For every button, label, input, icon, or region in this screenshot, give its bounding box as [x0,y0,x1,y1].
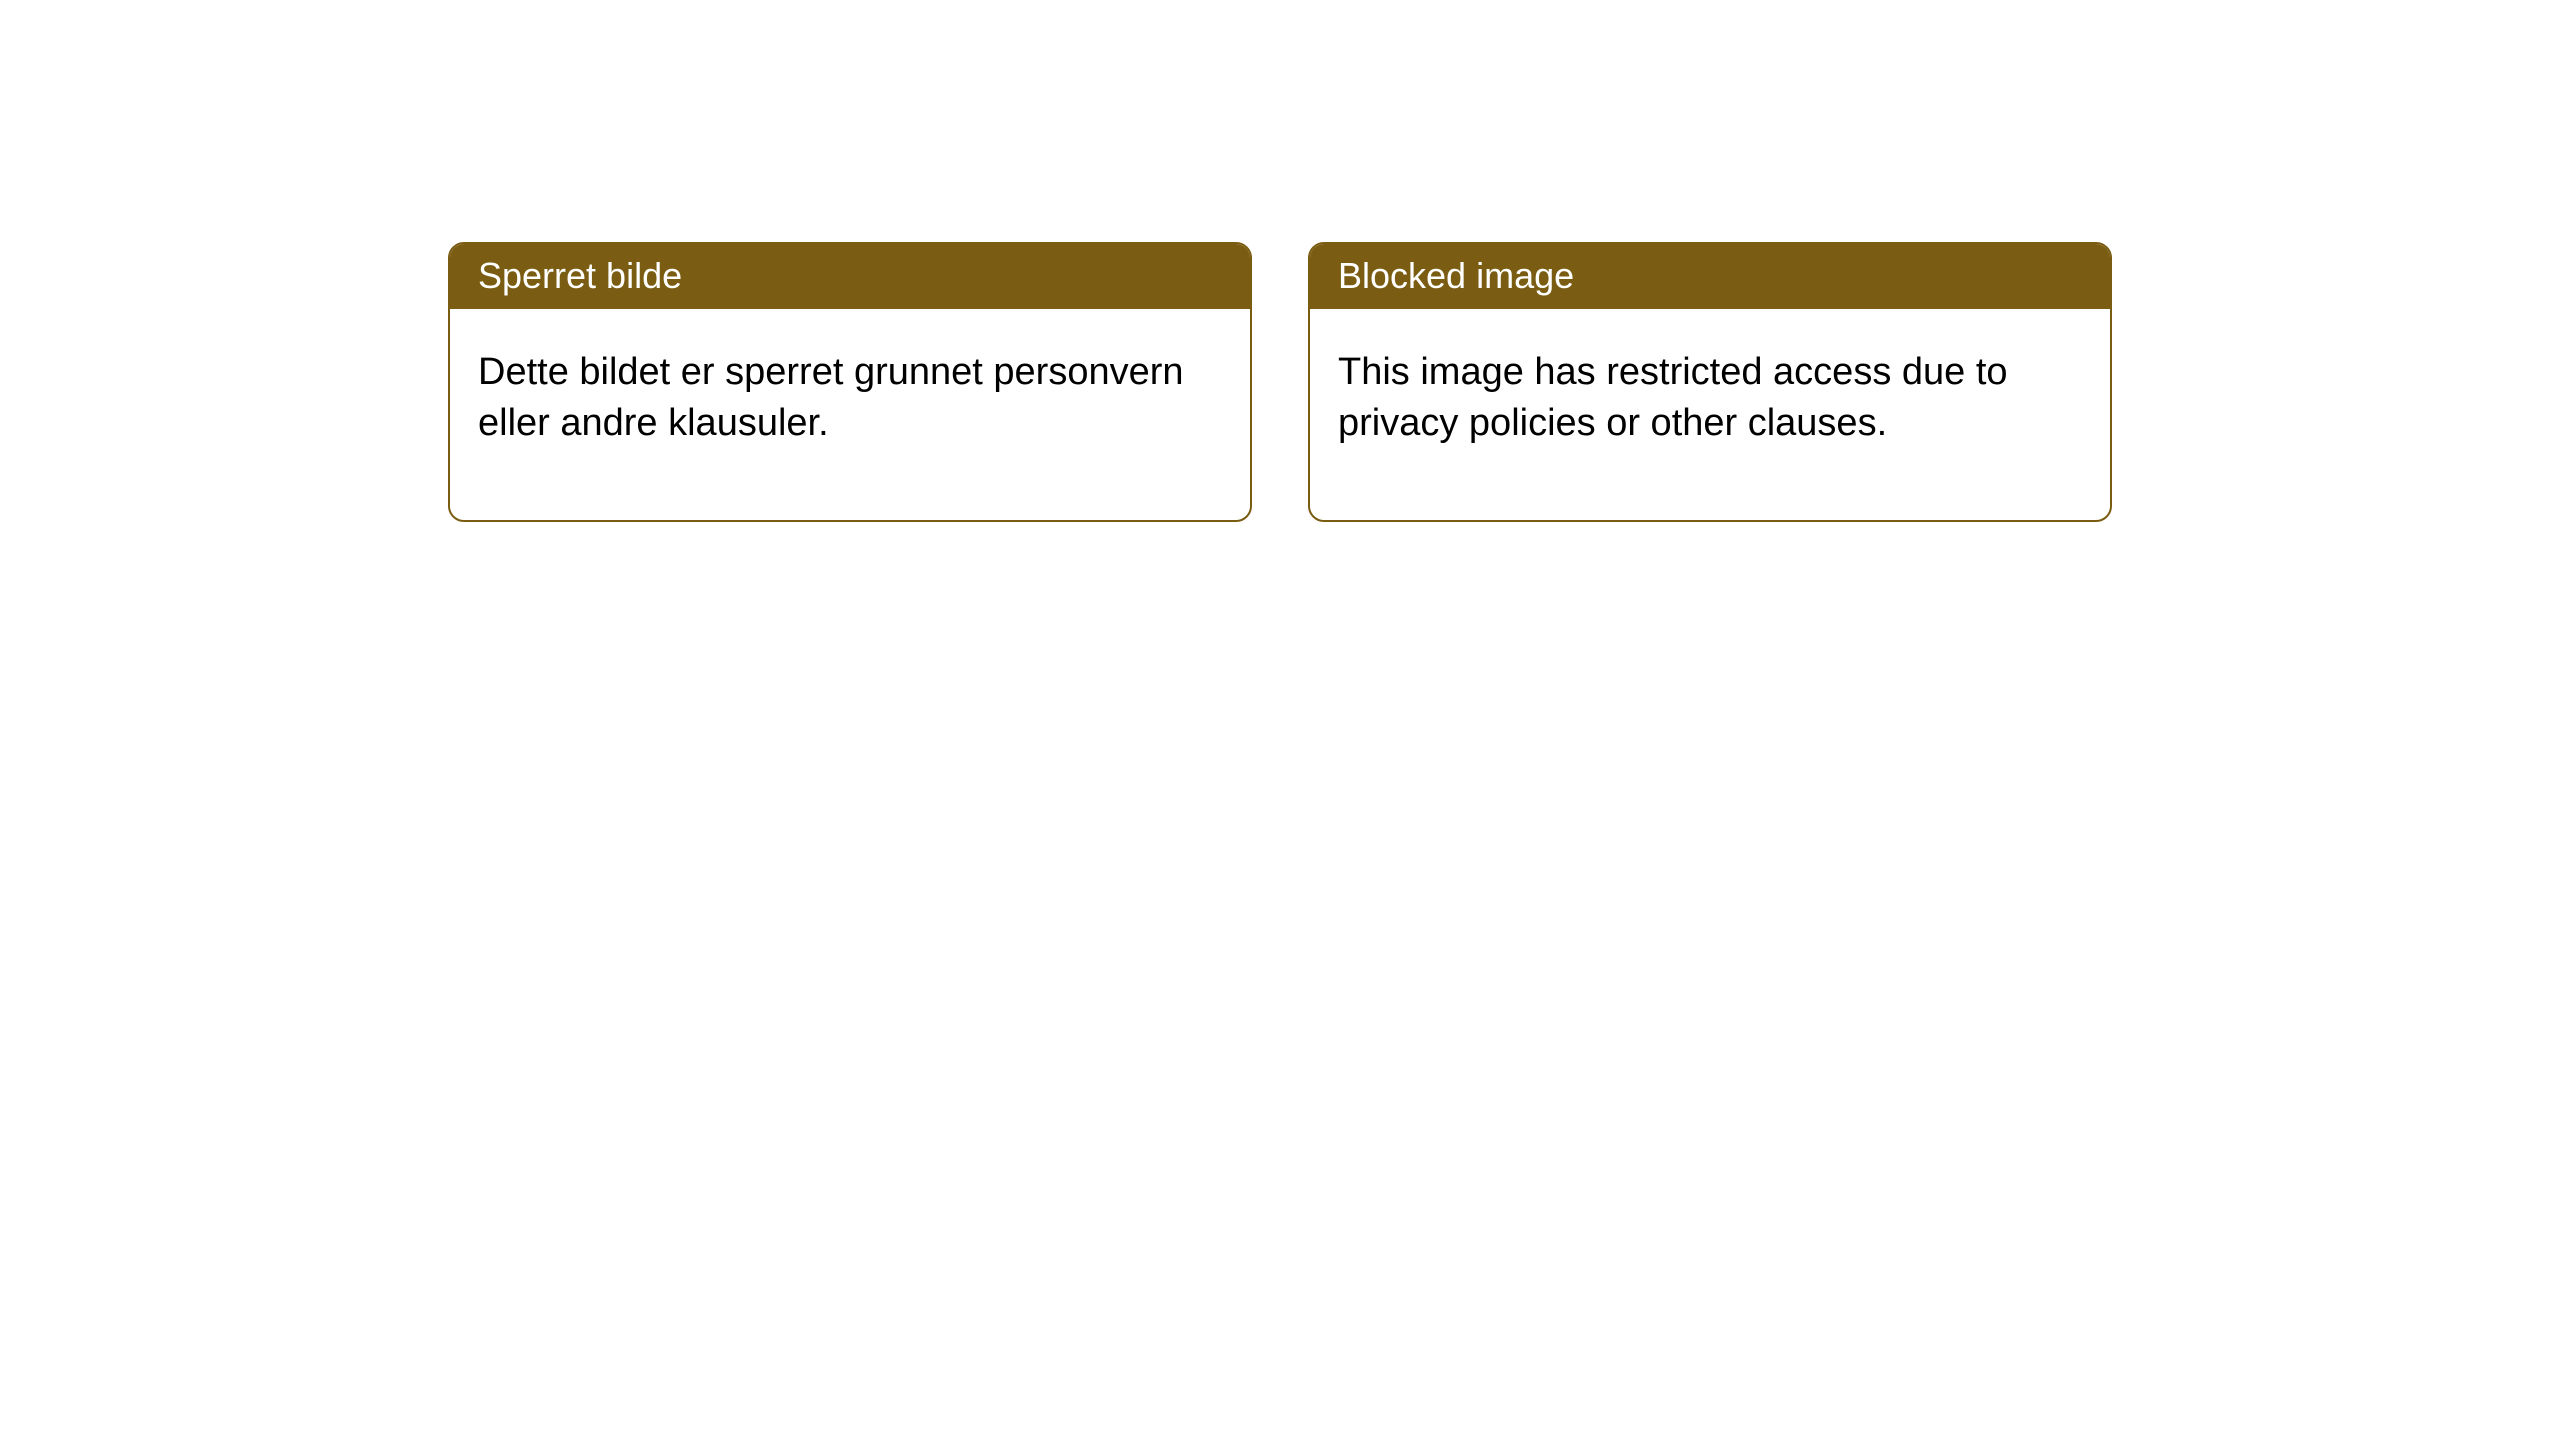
notice-header: Blocked image [1310,244,2110,309]
notice-header: Sperret bilde [450,244,1250,309]
notice-card-norwegian: Sperret bilde Dette bildet er sperret gr… [448,242,1252,522]
notice-card-english: Blocked image This image has restricted … [1308,242,2112,522]
notice-container: Sperret bilde Dette bildet er sperret gr… [0,0,2560,522]
notice-body: This image has restricted access due to … [1310,309,2110,520]
notice-body: Dette bildet er sperret grunnet personve… [450,309,1250,520]
